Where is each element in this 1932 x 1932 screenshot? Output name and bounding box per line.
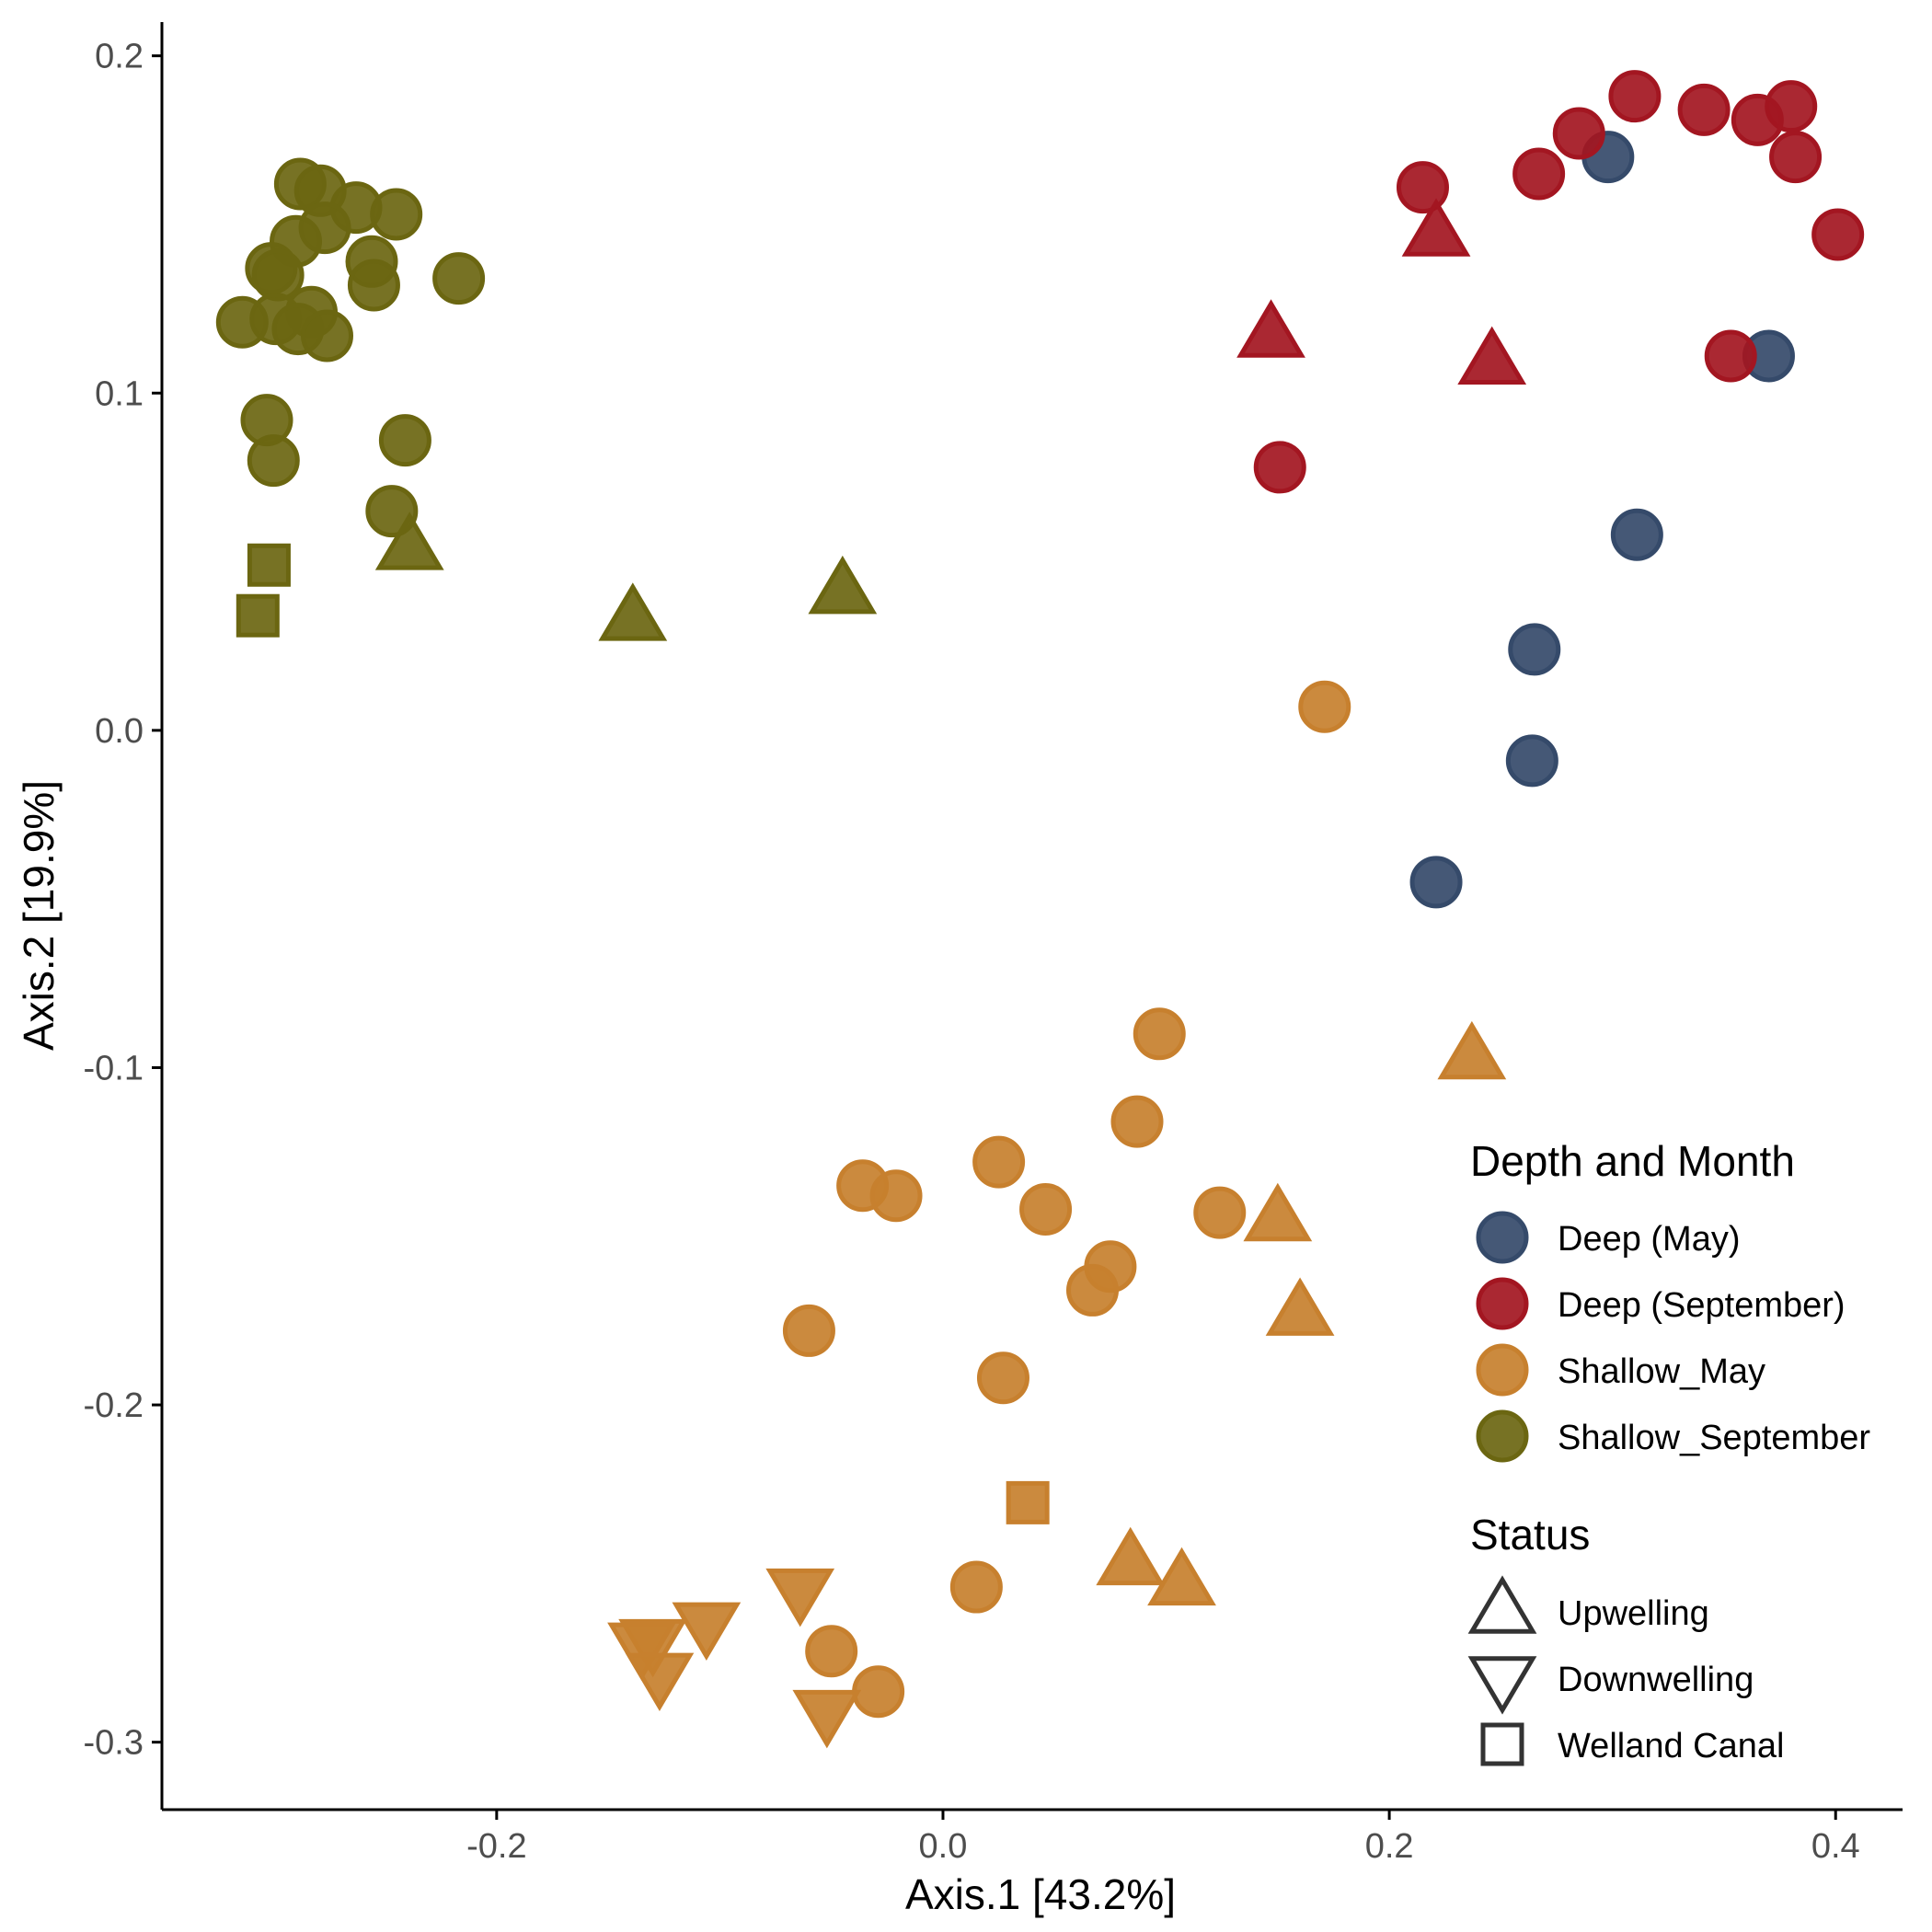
x-tick-label: 0.0 <box>919 1827 968 1866</box>
x-axis-title: Axis.1 [43.2%] <box>905 1870 1176 1918</box>
y-tick-label: 0.1 <box>95 374 144 413</box>
y-tick-label: -0.1 <box>84 1049 144 1087</box>
point-deep-sep-circle <box>1811 208 1865 261</box>
point-shallow-may-triangle-down <box>672 1602 742 1662</box>
point-shallow-sep-circle <box>300 309 353 362</box>
point-shallow-may-circle <box>1110 1095 1164 1148</box>
legend-key-up <box>1467 1575 1537 1634</box>
point-shallow-may-circle <box>949 1560 1003 1614</box>
point-shallow-may-triangle-up <box>1243 1182 1313 1242</box>
point-shallow-may-triangle-down <box>792 1689 862 1749</box>
data-points-layer <box>215 70 1865 1749</box>
point-deep-sep-circle <box>1677 83 1731 136</box>
point-shallow-sep-circle <box>247 434 300 488</box>
legend-label-shallow-sep: Shallow_September <box>1558 1419 1870 1457</box>
point-shallow-may-circle <box>1193 1186 1247 1239</box>
legend: Depth and Month Deep (May) Deep (Septembe… <box>1467 1137 1870 1766</box>
legend-key-canal <box>1480 1722 1524 1766</box>
color-legend-items: Deep (May) Deep (September) Shallow_May Sha… <box>1476 1211 1870 1463</box>
point-shallow-may-triangle-up <box>1265 1277 1335 1336</box>
point-shallow-may-triangle-up <box>1096 1526 1166 1586</box>
point-shallow-sep-circle <box>215 295 269 349</box>
x-tick-label: 0.4 <box>1811 1827 1860 1866</box>
point-deep-may-circle <box>1505 734 1558 788</box>
point-shallow-may-circle <box>976 1351 1029 1405</box>
x-axis-ticks: -0.2 0.0 0.2 0.4 <box>466 1810 1860 1866</box>
point-deep-may-circle <box>1610 508 1663 561</box>
point-shallow-may-circle <box>972 1135 1026 1189</box>
point-deep-sep-circle <box>1704 329 1757 383</box>
legend-label-up: Upwelling <box>1558 1594 1709 1633</box>
legend-key-down <box>1467 1656 1537 1715</box>
legend-label-deep-may: Deep (May) <box>1558 1220 1741 1259</box>
point-shallow-may-triangle-down <box>607 1622 676 1682</box>
shape-legend-items: Upwelling Downwelling Welland Canal <box>1467 1575 1784 1766</box>
shape-legend-title: Status <box>1470 1511 1590 1558</box>
point-deep-sep-circle <box>1731 93 1784 146</box>
y-tick-label: 0.0 <box>95 712 144 751</box>
point-shallow-sep-circle <box>251 248 305 302</box>
legend-key-shallow-sep <box>1476 1409 1529 1463</box>
point-shallow-may-circle <box>782 1304 835 1357</box>
point-shallow-sep-circle <box>347 259 400 312</box>
point-deep-sep-triangle-up <box>1236 299 1305 358</box>
point-shallow-may-triangle-down <box>625 1652 695 1712</box>
point-shallow-may-circle <box>869 1169 923 1223</box>
legend-label-deep-sep: Deep (September) <box>1558 1286 1846 1325</box>
point-deep-sep-circle <box>1512 147 1566 201</box>
y-tick-label: -0.2 <box>84 1386 144 1425</box>
point-shallow-may-circle <box>1019 1182 1073 1236</box>
point-shallow-may-circle <box>852 1665 905 1719</box>
point-shallow-may-circle <box>1065 1263 1119 1317</box>
point-shallow-may-circle <box>1133 1007 1186 1061</box>
point-deep-sep-triangle-up <box>1401 198 1471 257</box>
point-deep-sep-circle <box>1769 131 1823 184</box>
y-axis-title: Axis.2 [19.9%] <box>15 780 63 1051</box>
point-shallow-sep-circle <box>432 252 486 305</box>
y-tick-label: 0.2 <box>95 38 144 76</box>
point-shallow-may-circle <box>805 1625 858 1678</box>
y-tick-label: -0.3 <box>84 1724 144 1763</box>
legend-label-down: Downwelling <box>1558 1661 1754 1699</box>
point-shallow-sep-triangle-up <box>374 512 444 570</box>
point-shallow-sep-triangle-up <box>598 582 668 641</box>
point-deep-sep-circle <box>1608 70 1662 123</box>
point-shallow-may-square <box>1006 1480 1050 1524</box>
point-shallow-may-circle <box>1298 680 1351 733</box>
point-deep-may-circle <box>1409 856 1463 909</box>
point-shallow-sep-triangle-up <box>808 555 878 615</box>
point-deep-sep-triangle-up <box>1457 326 1527 385</box>
color-legend-title: Depth and Month <box>1470 1137 1795 1185</box>
x-tick-label: -0.2 <box>466 1827 526 1866</box>
point-shallow-may-triangle-up <box>1437 1020 1507 1080</box>
point-shallow-may-triangle-down <box>765 1568 835 1627</box>
point-deep-may-circle <box>1508 623 1561 676</box>
legend-label-shallow-may: Shallow_May <box>1558 1352 1765 1391</box>
point-shallow-sep-square <box>236 593 280 638</box>
point-deep-sep-circle <box>1253 441 1306 494</box>
point-deep-sep-circle <box>1552 107 1605 160</box>
x-tick-label: 0.2 <box>1365 1827 1414 1866</box>
point-shallow-sep-circle <box>370 188 423 241</box>
legend-key-deep-may <box>1476 1211 1529 1264</box>
legend-key-shallow-may <box>1476 1343 1529 1397</box>
legend-key-deep-sep <box>1476 1277 1529 1330</box>
point-shallow-sep-circle <box>378 414 431 467</box>
point-deep-sep-circle <box>1396 161 1449 214</box>
legend-label-canal: Welland Canal <box>1558 1727 1784 1765</box>
point-shallow-may-triangle-up <box>1147 1547 1216 1606</box>
y-axis-ticks: 0.2 0.1 0.0 -0.1 -0.2 -0.3 <box>84 38 162 1763</box>
point-shallow-sep-square <box>247 543 291 587</box>
